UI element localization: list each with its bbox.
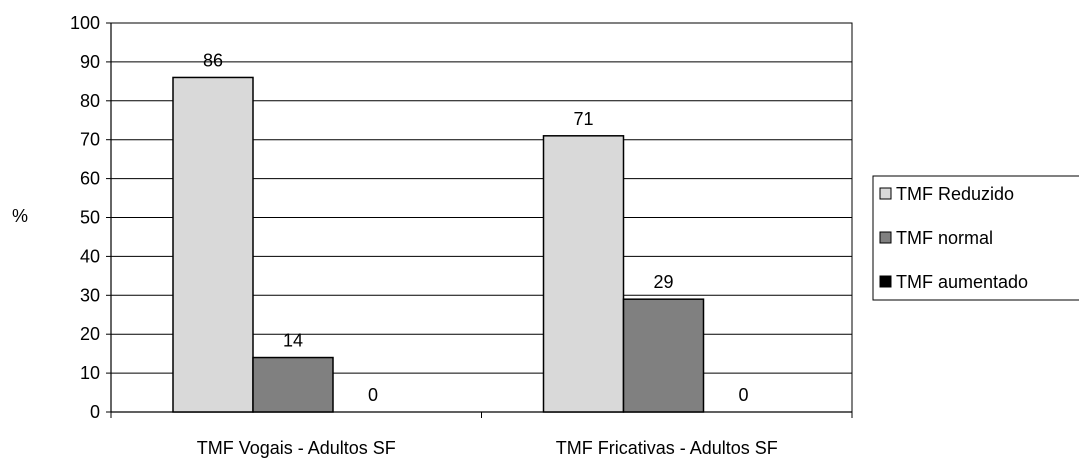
y-tick-label: 50 — [80, 208, 100, 228]
y-tick-label: 90 — [80, 52, 100, 72]
y-tick-label: 40 — [80, 246, 100, 266]
bars — [172, 76, 705, 413]
data-label: 29 — [653, 272, 673, 292]
y-tick-label: 30 — [80, 285, 100, 305]
y-tick-label: 20 — [80, 324, 100, 344]
legend-label: TMF aumentado — [896, 272, 1028, 292]
bar — [252, 356, 334, 413]
data-label: 0 — [368, 385, 378, 405]
legend-label: TMF Reduzido — [896, 184, 1014, 204]
bar — [542, 135, 625, 413]
legend-swatch — [879, 275, 892, 288]
legend-label: TMF normal — [896, 228, 993, 248]
data-labels: 86 14 0 71 29 0 — [203, 50, 749, 405]
y-axis-label: % — [12, 206, 28, 226]
y-tick-label: 60 — [80, 169, 100, 189]
x-category-label: TMF Vogais - Adultos SF — [197, 438, 396, 458]
y-tick-label: 0 — [90, 402, 100, 422]
data-label: 0 — [738, 385, 748, 405]
bar — [172, 76, 254, 413]
axes: 0 10 20 30 40 50 60 70 80 90 100 TMF Vogais - Adult… — [70, 13, 853, 458]
y-tick-label: 100 — [70, 13, 100, 33]
data-label: 14 — [283, 331, 303, 351]
legend: TMF Reduzido TMF normal TMF aumentado — [872, 175, 1079, 301]
y-tick-label: 10 — [80, 363, 100, 383]
legend-box — [872, 175, 1079, 301]
y-tick-label: 70 — [80, 130, 100, 150]
data-label: 86 — [203, 50, 223, 70]
legend-swatch — [879, 187, 892, 200]
bar — [622, 298, 705, 413]
x-category-label: TMF Fricativas - Adultos SF — [556, 438, 778, 458]
data-label: 71 — [573, 109, 593, 129]
y-tick-label: 80 — [80, 91, 100, 111]
legend-swatch — [879, 231, 892, 244]
